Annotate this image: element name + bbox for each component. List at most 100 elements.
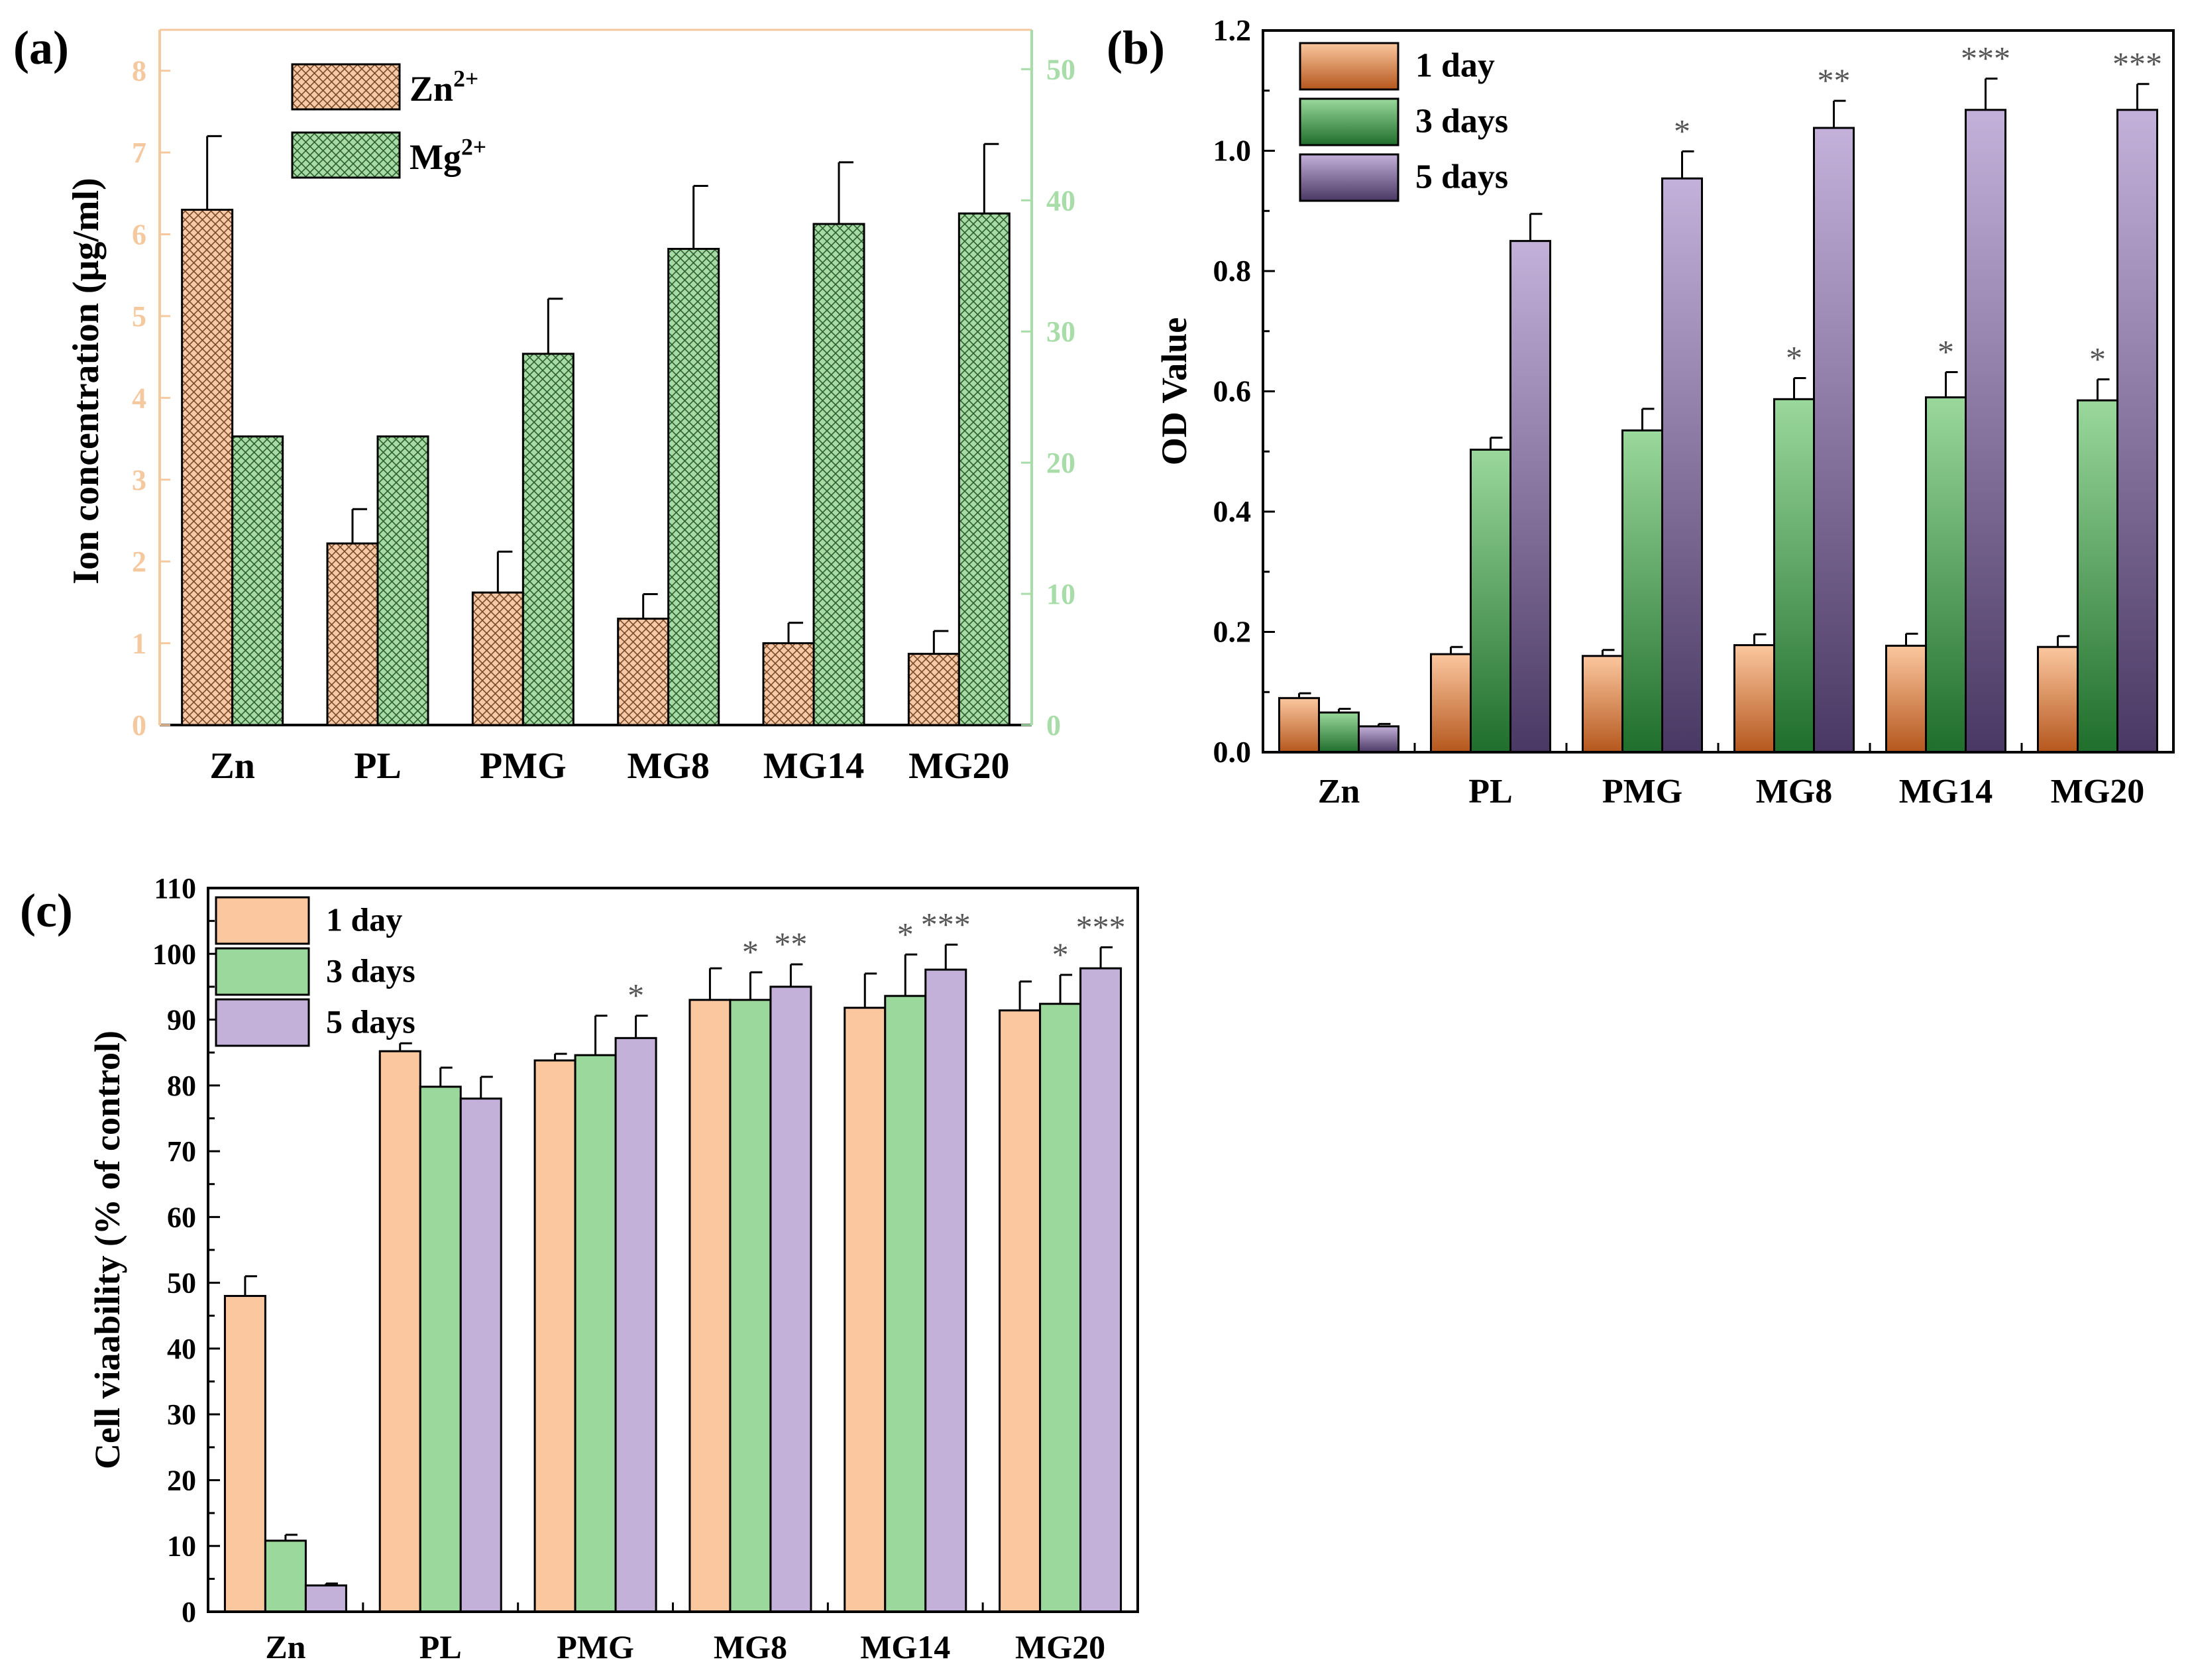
bar-1day-MG20 (2037, 645, 2079, 754)
bar-1day-MG8 (688, 999, 732, 1613)
bar-3days-PL (1470, 449, 1511, 754)
bar-zn-PMG (471, 591, 524, 726)
significance-3days-MG20: * (1052, 936, 1069, 973)
legend-label-5days: 5 days (1415, 158, 1508, 196)
legend-swatch-3days (1299, 97, 1399, 146)
legend-label-zn: Zn2+ (410, 65, 478, 109)
bar-zn-PL (326, 542, 379, 726)
significance-3days-MG14: * (897, 915, 914, 952)
x-tick-label-MG14: MG14 (763, 746, 864, 787)
x-tick-label-PL: PL (419, 1628, 462, 1665)
significance-5days-MG14: *** (921, 905, 971, 942)
plot-frame (1262, 29, 2175, 754)
x-tick-label-PMG: PMG (480, 746, 567, 787)
left-tick-label: 7 (132, 137, 146, 169)
right-tick-label: 10 (1046, 578, 1075, 610)
bar-5days-Zn (1358, 725, 1399, 754)
legend-label-1day: 1 day (1415, 46, 1495, 84)
x-tick-label-MG8: MG8 (714, 1628, 787, 1665)
bar-3days-Zn (264, 1540, 307, 1613)
bar-5days-MG8 (769, 985, 812, 1613)
y-tick-label: 70 (167, 1135, 196, 1168)
significance-3days-MG20: * (2089, 340, 2106, 377)
panel-a: 0 1 2 3 4 5 6 7 8 0 10 20 30 40 50 Zn PL PMG MG8 MG14 MG20 Zn… (13, 21, 1075, 787)
legend-swatch-3days (215, 947, 310, 996)
x-tick-label-MG8: MG8 (1756, 773, 1833, 811)
y-tick-label: 40 (167, 1333, 196, 1365)
bar-3days-PMG (1621, 429, 1663, 754)
bar-3days-MG20 (2077, 399, 2118, 754)
left-tick-label: 4 (132, 382, 146, 414)
bar-1day-PMG (1582, 655, 1623, 754)
x-tick-label-Zn: Zn (209, 746, 255, 787)
significance-5days-MG20: *** (2112, 45, 2162, 82)
bar-5days-PMG (614, 1036, 657, 1613)
bar-5days-MG14 (1965, 109, 2006, 754)
y-tick-label: 20 (167, 1464, 196, 1496)
left-tick-label: 0 (132, 709, 146, 742)
bar-1day-PMG (533, 1059, 576, 1613)
significance-5days-PMG: * (1674, 112, 1690, 149)
right-tick-label: 30 (1046, 315, 1075, 348)
bar-mg-MG8 (667, 248, 720, 726)
bar-1day-PL (378, 1050, 421, 1613)
bar-zn-Zn (181, 209, 234, 726)
right-tick-label: 40 (1046, 184, 1075, 217)
bar-3days-Zn (1318, 711, 1360, 754)
x-tick-label-MG14: MG14 (860, 1628, 950, 1665)
y-tick-label: 60 (167, 1201, 196, 1233)
bar-5days-PL (1509, 240, 1551, 754)
bar-5days-Zn (304, 1584, 347, 1613)
x-tick-label-PMG: PMG (1602, 773, 1682, 811)
y-tick-label: 0.0 (1213, 735, 1252, 769)
left-tick-label: 3 (132, 464, 146, 496)
significance-5days-MG14: *** (1961, 40, 2010, 77)
bar-3days-PMG (574, 1054, 617, 1613)
significance-5days-MG8: ** (774, 925, 807, 962)
panel-c: Zn PL*PMG* **MG8* ***MG14****MG200102030405… (20, 872, 1139, 1665)
legend-label-5days: 5 days (326, 1003, 415, 1040)
significance-3days-MG8: * (742, 933, 759, 970)
x-tick-label-Zn: Zn (265, 1628, 305, 1665)
legend-label-1day: 1 day (326, 901, 402, 938)
y-tick-label: 0 (182, 1596, 196, 1628)
bar-zn-MG14 (762, 642, 815, 726)
legend-label-3days: 3 days (326, 952, 415, 989)
bar-5days-PL (459, 1097, 502, 1613)
bar-1day-MG20 (999, 1009, 1042, 1613)
x-tick-label-PL: PL (354, 746, 402, 787)
bar-3days-MG14 (1925, 396, 1967, 754)
right-tick-label: 50 (1046, 53, 1075, 85)
bar-5days-MG8 (1813, 127, 1855, 754)
y-tick-label: 10 (167, 1530, 196, 1563)
y-tick-label: 50 (167, 1267, 196, 1300)
right-tick-label: 20 (1046, 447, 1075, 479)
bar-3days-PL (419, 1086, 462, 1613)
x-tick-label-MG20: MG20 (1015, 1628, 1105, 1665)
bar-mg-PL (376, 435, 429, 726)
bar-5days-MG14 (924, 968, 967, 1613)
x-tick-label-MG20: MG20 (2051, 773, 2145, 811)
bar-3days-MG14 (884, 995, 927, 1613)
legend-swatch-1day (1299, 42, 1399, 91)
bar-1day-MG8 (1733, 644, 1775, 754)
y-axis-label: Cell viaability (% of control) (87, 1031, 127, 1469)
legend-swatch-mg (291, 131, 401, 179)
y-tick-label: 90 (167, 1004, 196, 1036)
bar-mg-PMG (521, 353, 574, 726)
right-tick-label: 0 (1046, 709, 1061, 742)
y-tick-label: 1.2 (1213, 13, 1252, 47)
y-tick-label: 110 (154, 872, 196, 905)
y-tick-label: 30 (167, 1398, 196, 1431)
x-tick-label-MG20: MG20 (908, 746, 1009, 787)
bar-1day-MG14 (1885, 644, 1927, 754)
legend-swatch-zn (291, 63, 401, 111)
bar-3days-MG8 (1773, 398, 1815, 754)
y-tick-label: 100 (152, 938, 196, 970)
legend-swatch-5days (1299, 153, 1399, 202)
significance-5days-MG8: ** (1818, 62, 1851, 99)
bar-1day-MG14 (844, 1007, 887, 1613)
x-tick-label-MG14: MG14 (1899, 773, 1993, 811)
x-tick-label-Zn: Zn (1318, 773, 1360, 811)
bar-mg-MG14 (812, 223, 865, 726)
